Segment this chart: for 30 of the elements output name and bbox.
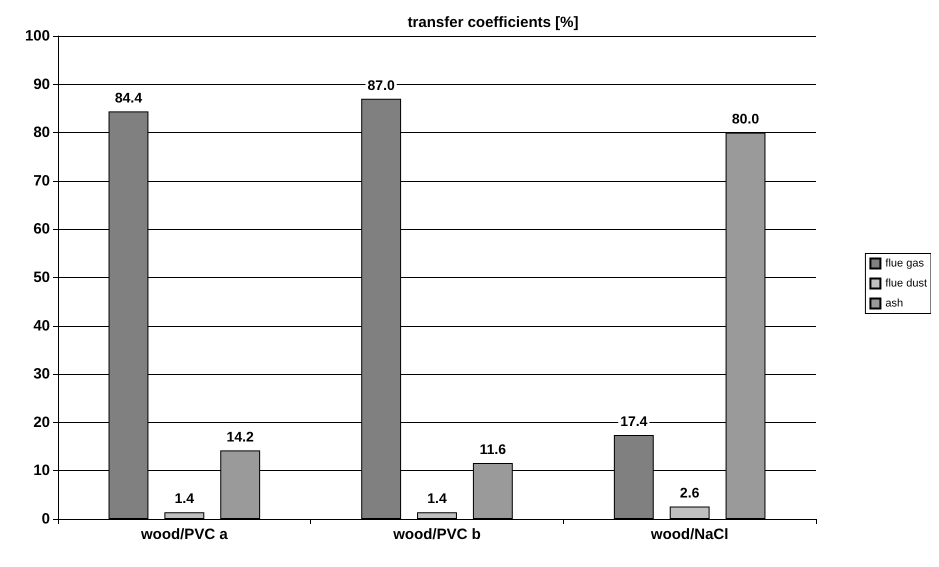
bar [670,506,710,519]
y-tick-label: 30 [33,366,50,383]
legend-label: flue gas [885,258,924,270]
chart-title: transfer coefficients [%] [408,14,578,31]
data-label: 84.4 [114,89,142,106]
data-label: 1.4 [427,490,447,506]
data-label: 80.0 [732,110,760,127]
y-tick-label: 100 [24,28,50,44]
y-tick-label: 80 [33,124,50,142]
x-tick-label: wood/PVC b [392,526,481,543]
data-label: 1.4 [174,490,194,506]
legend-label: ash [885,298,904,310]
y-tick-label: 90 [33,76,50,93]
x-tick-label: wood/NaCl [650,526,728,543]
y-tick-label: 70 [33,172,50,190]
data-label: 2.6 [680,484,700,500]
y-tick-label: 10 [33,462,50,480]
y-tick-label: 40 [33,317,50,334]
legend-label: flue dust [885,278,928,290]
y-tick-label: 60 [33,220,50,238]
data-label: 17.4 [620,412,648,429]
bar [417,512,457,519]
y-tick-label: 0 [42,510,50,528]
x-tick-label: wood/PVC a [140,526,228,543]
y-tick-label: 20 [33,414,50,431]
bar [164,512,204,519]
data-label: 87.0 [368,76,395,93]
data-label: 11.6 [480,440,506,457]
y-tick-label: 50 [33,269,50,286]
data-label: 14.2 [226,428,254,444]
